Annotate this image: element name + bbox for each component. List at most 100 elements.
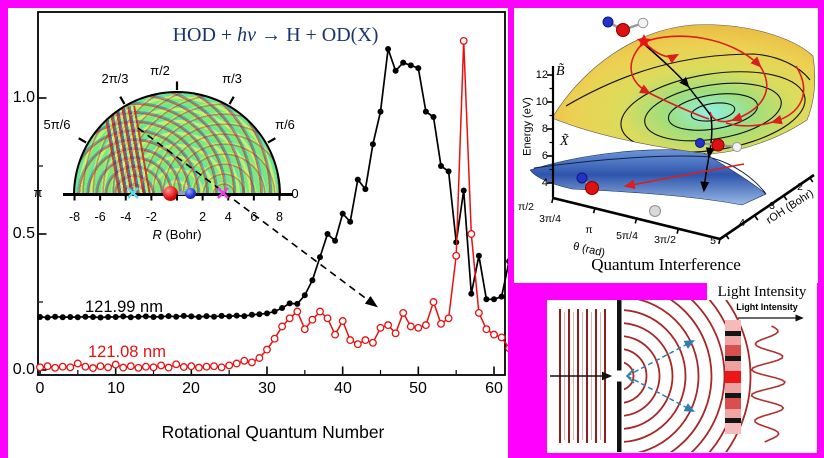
data-point [468, 290, 475, 297]
data-point [422, 108, 429, 115]
energy-tick-12: 12 [535, 69, 548, 81]
data-point [127, 314, 134, 321]
x-tick-20: 20 [182, 380, 200, 397]
energy-axis-label: Energy (eV) [521, 97, 534, 156]
angle-label-150: 5π/6 [43, 117, 71, 132]
inset-angle-tick [267, 137, 276, 144]
data-point [52, 313, 59, 320]
energy-tick-8: 8 [541, 123, 548, 135]
strip-segment [725, 398, 741, 409]
data-point [226, 313, 233, 320]
data-point [338, 317, 347, 325]
data-point [376, 323, 385, 332]
data-point [217, 363, 226, 372]
data-point [241, 313, 248, 320]
data-point [210, 362, 218, 371]
linear-doh-molecule [695, 138, 742, 152]
data-point [211, 313, 217, 320]
data-point [74, 314, 81, 321]
pes-axes [547, 66, 815, 245]
r-tick--6: -6 [94, 210, 106, 224]
data-point [293, 307, 302, 316]
data-point [247, 358, 256, 367]
angle-label-90: π/2 [150, 63, 170, 78]
data-point [498, 293, 505, 300]
data-point [264, 310, 270, 317]
b-state-label: B̃ [556, 64, 565, 79]
data-point [180, 312, 187, 319]
data-point [339, 210, 346, 217]
data-point [459, 36, 468, 45]
roh-tick-5: 5 [710, 235, 716, 247]
y-tick-1: 1.0 [12, 89, 35, 106]
inset-angle-tick [78, 137, 87, 144]
series-label-red: 121.08 nm [88, 343, 166, 361]
data-point [255, 354, 264, 362]
data-point [490, 330, 498, 339]
data-point [150, 314, 157, 320]
data-curves [36, 36, 508, 373]
data-point [285, 314, 294, 323]
data-point [203, 313, 210, 320]
data-point [232, 359, 241, 368]
data-point [438, 163, 444, 169]
data-point [81, 362, 90, 371]
data-point [482, 325, 491, 334]
r-unit: (Bohr) [161, 227, 202, 242]
od-bond [170, 190, 190, 195]
data-point [347, 218, 354, 225]
cyan-cross-marker [127, 187, 139, 199]
data-point [233, 312, 240, 319]
data-point [194, 363, 203, 372]
inset-angle-tick [228, 96, 235, 105]
strip-segment [725, 360, 741, 371]
r-tick-2: 2 [199, 210, 207, 224]
pes-3d-panel: 12 10 8 6 4 Energy (eV) B̃ X̃ π/2 3π/4 π… [514, 8, 818, 283]
data-point [158, 313, 165, 320]
theta-tick-2: π [585, 224, 593, 236]
data-point [164, 363, 173, 372]
data-point [105, 314, 112, 320]
star-marker [637, 34, 651, 48]
data-point [385, 46, 392, 52]
theta-tick-4: 3π/2 [654, 234, 676, 246]
data-point [248, 311, 255, 318]
fringe-pattern-strip [725, 320, 741, 434]
data-point [195, 314, 202, 320]
data-point [67, 314, 74, 320]
data-point [361, 336, 370, 345]
data-point [324, 231, 331, 237]
data-point [37, 314, 43, 320]
oxygen-atom-icon [162, 185, 178, 201]
deuterium-atom-icon [184, 187, 196, 199]
data-point [279, 305, 286, 311]
data-point [392, 67, 399, 74]
series-label-black: 121.99 nm [85, 298, 163, 316]
data-point [429, 298, 438, 306]
data-point [415, 65, 422, 72]
x-tick-30: 30 [258, 380, 276, 397]
data-point [407, 62, 414, 69]
data-point [82, 313, 89, 320]
data-point [353, 340, 362, 349]
intensity-curve [750, 325, 786, 443]
roh-tick-3: 3 [769, 200, 775, 212]
data-point [270, 334, 279, 343]
diffraction-figure [550, 300, 804, 452]
theta-tick-0: π/2 [517, 201, 534, 213]
h-atom-free-icon [649, 205, 661, 217]
o-atom-icon [616, 23, 630, 37]
od-product-molecule [576, 172, 599, 195]
b-state-surface [551, 24, 816, 155]
data-point [506, 258, 508, 264]
data-point [165, 313, 172, 320]
data-point [36, 363, 44, 372]
quantum-interference-caption: Quantum Interference [591, 255, 741, 274]
data-point [474, 308, 483, 317]
inset-ticks [73, 81, 281, 201]
x-tick-50: 50 [409, 380, 427, 397]
o-atom-icon [585, 181, 599, 195]
data-point [400, 59, 407, 66]
data-point [73, 359, 82, 368]
title-hv: hv [237, 24, 257, 46]
